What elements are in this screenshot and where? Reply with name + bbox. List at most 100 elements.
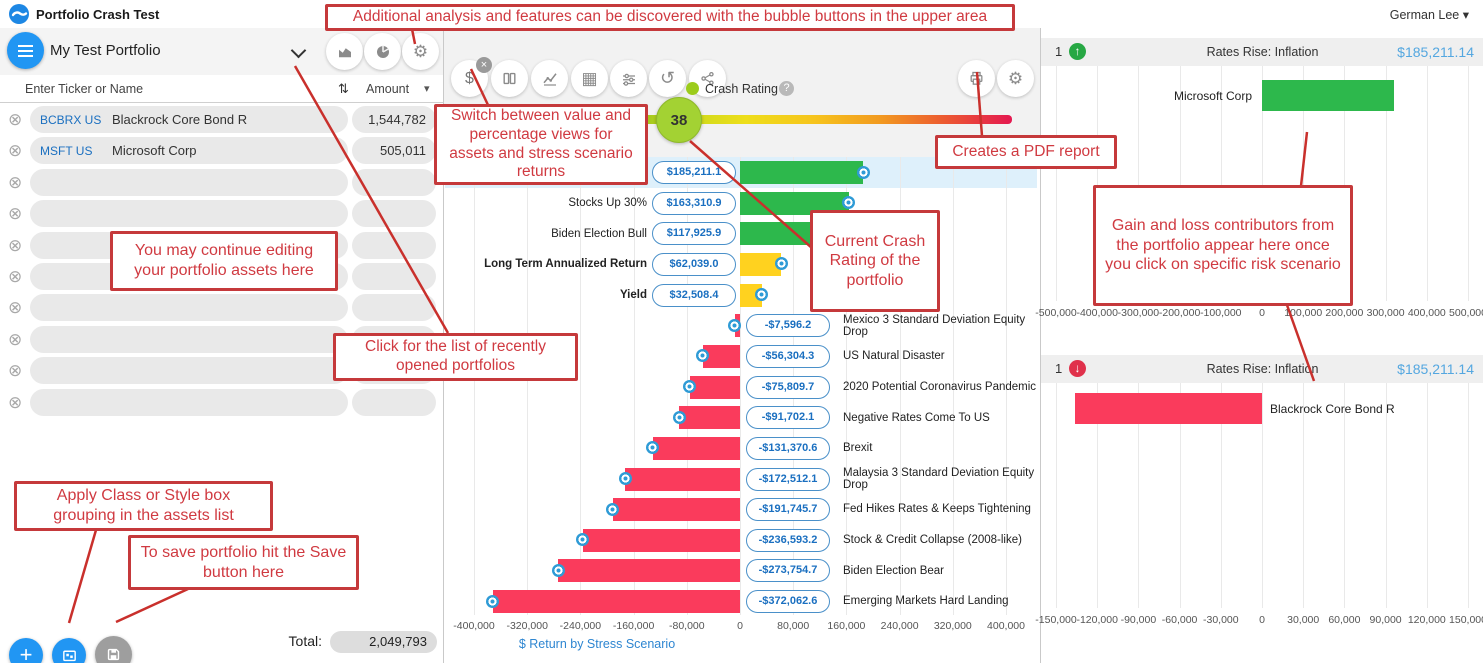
loss-section-header[interactable]: 1 ↓ Rates Rise: Inflation $185,211.14 [1041, 355, 1483, 383]
asset-amount-cell[interactable] [352, 388, 436, 416]
asset-amount-cell[interactable] [352, 200, 436, 228]
gain-count: 1 [1055, 44, 1063, 59]
asset-name-cell[interactable] [30, 325, 348, 353]
column-header-name: Enter Ticker or Name [25, 82, 144, 96]
area-chart-button[interactable] [326, 33, 363, 70]
contributor-bar[interactable] [1262, 80, 1394, 111]
value-pill[interactable]: $32,508.4 [652, 283, 736, 307]
asset-row[interactable]: ⊗ BCBRX US Blackrock Core Bond R 1,544,782 [0, 106, 443, 133]
asset-amount-cell[interactable] [352, 262, 436, 290]
pie-chart-button[interactable] [364, 33, 401, 70]
value-pill[interactable]: -$236,593.2 [746, 528, 830, 552]
filters-button[interactable] [610, 60, 647, 97]
asset-amount-cell[interactable]: 1,544,782 [352, 106, 436, 133]
asset-amount-cell[interactable] [352, 294, 436, 322]
x-axis-tick-label: 150,000 [1449, 614, 1483, 626]
gain-scenario-value: $185,211.14 [1397, 44, 1474, 60]
bar-marker [606, 502, 619, 516]
asset-amount-cell[interactable] [352, 231, 436, 259]
sort-icon[interactable]: ⇅ [338, 81, 349, 96]
asset-row[interactable]: ⊗ [0, 200, 443, 228]
value-pill[interactable]: $185,211.1 [652, 161, 736, 184]
remove-icon[interactable]: ⊗ [8, 204, 23, 224]
asset-amount-cell[interactable]: 505,011 [352, 137, 436, 165]
print-button[interactable] [958, 60, 995, 97]
x-axis-title[interactable]: $ Return by Stress Scenario [518, 637, 676, 651]
user-menu[interactable]: German Lee ▾ [1390, 7, 1469, 22]
asset-row[interactable]: ⊗ [0, 294, 443, 322]
crash-rating-value: 38 [656, 97, 702, 143]
x-axis-tick-label: -90,000 [1120, 614, 1157, 626]
scenario-bar [582, 528, 740, 552]
gridline [1179, 383, 1181, 608]
remove-icon[interactable]: ⊗ [8, 235, 23, 255]
bar-marker [683, 380, 697, 394]
loss-scenario-value: $185,211.14 [1397, 361, 1474, 377]
value-pill[interactable]: -$131,370.6 [746, 436, 830, 460]
remove-icon[interactable]: ⊗ [8, 110, 23, 129]
gridline [527, 157, 529, 615]
remove-icon[interactable]: ⊗ [8, 392, 23, 412]
remove-icon[interactable]: ⊗ [8, 141, 23, 161]
grouping-button[interactable] [52, 638, 86, 663]
x-axis-tick-label: -150,000 [1035, 614, 1077, 626]
value-pill[interactable]: $62,039.0 [652, 252, 736, 276]
value-pill[interactable]: -$7,596.2 [746, 314, 830, 338]
value-pill[interactable]: $117,925.9 [652, 222, 736, 246]
chevron-down-icon[interactable] [290, 42, 307, 59]
save-button[interactable] [95, 636, 132, 663]
remove-icon[interactable]: ⊗ [8, 329, 23, 349]
value-pill[interactable]: -$91,702.1 [746, 406, 830, 430]
history-button[interactable]: ↺ [649, 60, 686, 97]
asset-amount-cell[interactable] [352, 168, 436, 196]
performance-chart-button[interactable] [531, 60, 568, 97]
asset-name-cell[interactable] [30, 357, 348, 385]
value-pill[interactable]: -$56,304.3 [746, 344, 830, 368]
asset-ticker: MSFT US [40, 144, 93, 159]
x-axis-tick-label: 120,000 [1407, 614, 1446, 626]
gain-up-icon: ↑ [1069, 43, 1086, 60]
loss-down-icon: ↓ [1069, 360, 1086, 377]
asset-row[interactable]: ⊗ [0, 168, 443, 196]
x-axis-tick-label: 300,000 [1366, 307, 1405, 319]
contributor-bar[interactable] [1075, 393, 1262, 424]
value-pill[interactable]: -$273,754.7 [746, 559, 830, 583]
asset-name-cell[interactable]: BCBRX US Blackrock Core Bond R [30, 106, 348, 133]
help-icon[interactable]: ? [779, 81, 794, 96]
value-pill[interactable]: -$191,745.7 [746, 498, 830, 522]
gridline [633, 157, 635, 615]
asset-name-cell[interactable] [30, 388, 348, 416]
asset-name-cell[interactable] [30, 294, 348, 322]
asset-row[interactable]: ⊗ [0, 388, 443, 416]
value-pill[interactable]: -$172,512.1 [746, 467, 830, 491]
value-pill[interactable]: $163,310.9 [652, 191, 736, 215]
gain-section-header[interactable]: 1 ↑ Rates Rise: Inflation $185,211.14 [1041, 38, 1483, 66]
scenario-bar [702, 344, 740, 368]
close-badge-icon[interactable]: × [476, 57, 492, 73]
value-pill[interactable]: -$372,062.6 [746, 590, 830, 614]
value-pill[interactable]: -$75,809.7 [746, 375, 830, 399]
columns-view-button[interactable] [491, 60, 528, 97]
gridline [1056, 66, 1057, 301]
asset-row[interactable]: ⊗ MSFT US Microsoft Corp 505,011 [0, 137, 443, 165]
settings-button[interactable]: ⚙ [402, 33, 439, 70]
amount-caret-icon[interactable]: ▾ [424, 83, 430, 95]
annotation-recent-portfolios: Click for the list of recently opened po… [333, 333, 578, 381]
asset-name-cell[interactable] [30, 168, 348, 196]
bar-marker [842, 196, 856, 210]
remove-icon[interactable]: ⊗ [8, 298, 23, 318]
remove-icon[interactable]: ⊗ [8, 172, 23, 192]
asset-name-cell[interactable] [30, 200, 348, 228]
scenario-bar [558, 559, 740, 583]
asset-name: Blackrock Core Bond R [112, 112, 248, 127]
gear-icon: ⚙ [412, 41, 429, 61]
add-asset-button[interactable]: + [9, 638, 43, 663]
x-axis-tick-label: -60,000 [1161, 614, 1198, 626]
remove-icon[interactable]: ⊗ [8, 266, 23, 286]
gridline [740, 157, 741, 615]
asset-name-cell[interactable]: MSFT US Microsoft Corp [30, 137, 348, 165]
remove-icon[interactable]: ⊗ [8, 361, 23, 381]
report-settings-button[interactable]: ⚙ [997, 60, 1034, 97]
menu-button[interactable] [7, 32, 44, 69]
grid-view-button[interactable]: ▦ [571, 60, 608, 97]
